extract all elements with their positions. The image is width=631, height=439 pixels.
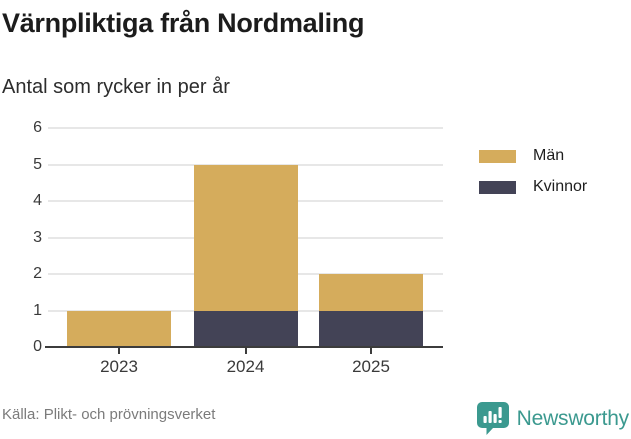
legend-item-man: Män [479,147,587,165]
newsworthy-wordmark: Newsworthy [516,406,630,430]
chart-legend: Män Kvinnor [479,147,587,209]
x-axis-tick [244,348,247,354]
newsworthy-logo[interactable]: Newsworthy [476,401,629,436]
y-axis-tick-label: 1 [33,301,42,319]
bar-segment-män-2025 [319,274,423,311]
y-axis-tick-label: 2 [33,265,42,282]
legend-label-man: Män [533,147,565,164]
newsworthy-icon [476,401,510,436]
bar-segment-män-2024 [193,164,298,311]
x-axis-tick-label: 2023 [100,357,138,376]
y-axis-tick-label: 0 [33,338,42,355]
bar-segment-kvinnor-2025 [319,310,423,347]
x-axis-tick [118,348,120,354]
y-gridline [48,127,443,129]
x-axis-tick-label: 2025 [352,357,390,376]
legend-label-kvinnor: Kvinnor [533,178,588,195]
legend-swatch-kvinnor [479,180,516,194]
bar-segment-män-2023 [67,310,171,347]
y-axis-tick-label: 4 [33,192,42,209]
bar-segment-kvinnor-2024 [193,310,298,347]
x-axis-line [45,346,443,348]
legend-swatch-man [479,149,516,163]
y-axis-tick-label: 6 [33,119,42,136]
legend-item-kvinnor: Kvinnor [479,178,587,196]
page-title: Värnpliktiga från Nordmaling [2,8,365,38]
source-attribution: Källa: Plikt- och prövningsverket [2,406,216,423]
x-axis-tick-label: 2024 [226,357,265,376]
page-subtitle: Antal som rycker in per år [2,76,230,98]
x-axis-tick [370,348,372,354]
y-axis-tick-label: 5 [33,155,42,173]
y-axis-tick-label: 3 [33,228,42,246]
